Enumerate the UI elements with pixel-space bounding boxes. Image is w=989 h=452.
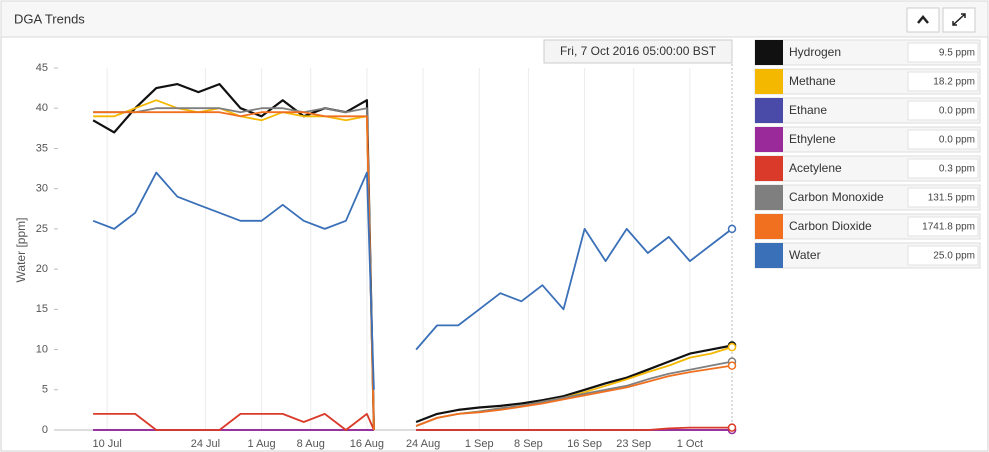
x-tick-label: 24 Aug	[406, 438, 440, 450]
collapse-icon	[917, 15, 929, 24]
legend-value: 0.0 ppm	[939, 135, 975, 146]
x-tick-label: 16 Sep	[567, 438, 602, 450]
panel-title: DGA Trends	[14, 11, 85, 26]
legend-value-box	[907, 100, 979, 121]
legend-value: 1741.8 ppm	[922, 222, 975, 233]
legend-value-box	[907, 158, 979, 179]
y-tick-label: 30	[36, 183, 48, 195]
y-tick-label: 5	[42, 384, 48, 396]
legend-value: 0.3 ppm	[939, 164, 975, 175]
series-line	[93, 111, 733, 431]
legend-name: Methane	[789, 74, 836, 88]
end-marker	[727, 361, 737, 370]
legend-value: 25.0 ppm	[933, 251, 975, 262]
x-tick-label: 1 Sep	[465, 438, 494, 450]
legend-value-box	[907, 187, 979, 208]
x-tick-label: 10 Jul	[92, 438, 121, 450]
legend-swatch	[755, 156, 783, 181]
series-line	[92, 171, 733, 390]
legend-swatch	[755, 214, 783, 239]
x-tick-label: 1 Aug	[248, 438, 276, 450]
legend-swatch	[755, 243, 783, 268]
legend-value: 131.5 ppm	[928, 193, 975, 204]
legend-name: Carbon Dioxide	[789, 219, 872, 233]
y-tick-label: 0	[42, 424, 48, 436]
y-axis-label: Water [ppm]	[14, 218, 28, 283]
tooltip-box	[543, 39, 733, 64]
legend-swatch	[755, 69, 783, 94]
legend-swatch	[755, 185, 783, 210]
x-tick-label: 1 Oct	[677, 438, 703, 450]
legend-value: 0.0 ppm	[939, 106, 975, 117]
legend-name: Ethane	[789, 103, 827, 117]
y-tick-label: 40	[36, 102, 48, 114]
y-tick-label: 15	[36, 303, 48, 315]
y-tick-label: 45	[36, 62, 48, 74]
legend-value: 18.2 ppm	[933, 77, 975, 88]
legend-swatch	[755, 40, 783, 65]
y-tick-label: 10	[36, 343, 48, 355]
legend-value-box	[907, 71, 979, 92]
legend-value-box	[907, 129, 979, 150]
y-tick-label: 20	[36, 263, 48, 275]
collapse-button[interactable]	[906, 7, 940, 33]
legend-swatch	[755, 127, 783, 152]
x-tick-label: 23 Sep	[616, 438, 651, 450]
end-marker	[727, 224, 737, 234]
x-tick-label: 8 Sep	[514, 438, 543, 450]
legend-name: Water	[789, 248, 821, 262]
y-tick-label: 25	[36, 223, 48, 235]
legend-value: 9.5 ppm	[939, 48, 975, 59]
y-tick-label: 35	[36, 142, 48, 154]
series-line	[93, 413, 732, 431]
legend-name: Carbon Monoxide	[789, 190, 884, 204]
legend-value-box	[907, 245, 979, 266]
legend-value-box	[907, 42, 979, 63]
tooltip-text: Fri, 7 Oct 2016 05:00:00 BST	[560, 44, 717, 58]
legend-swatch	[755, 98, 783, 123]
panel-header	[0, 0, 989, 38]
legend-value-box	[907, 216, 979, 237]
legend-name: Ethylene	[789, 132, 836, 146]
x-tick-label: 8 Aug	[297, 438, 325, 450]
legend-name: Hydrogen	[789, 45, 841, 59]
legend-name: Acetylene	[789, 161, 842, 175]
x-tick-label: 16 Aug	[350, 438, 384, 450]
expand-icon	[952, 13, 966, 26]
x-tick-label: 24 Jul	[191, 438, 220, 450]
end-marker	[727, 423, 737, 432]
end-marker	[727, 342, 737, 352]
